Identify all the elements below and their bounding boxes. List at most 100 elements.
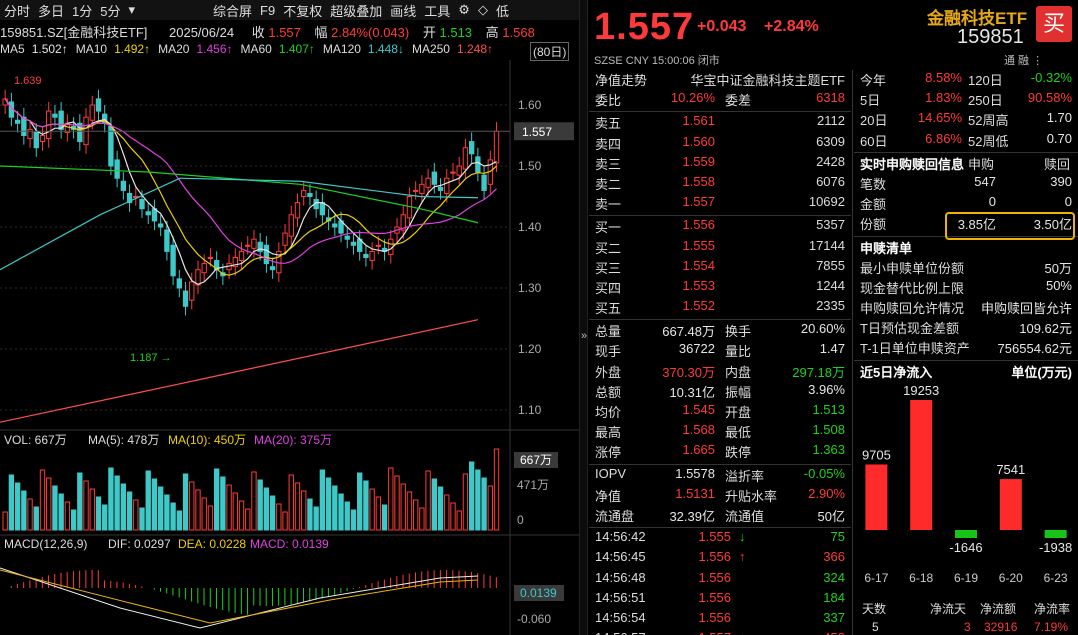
perf-value: -0.32% [1030,70,1072,85]
tick-time: 14:56:57 [595,630,646,635]
tick-arrow-icon: ↑ [739,630,746,635]
tick-volume: 324 [823,569,845,585]
ma-label: MA5 [0,42,25,56]
value: 32.39亿 [669,508,715,524]
perf-label: 60日 [860,133,888,149]
flow-rate-value: 7.19% [1034,620,1069,634]
redeem-col-header: 赎回 [1043,156,1070,172]
draw-line-button[interactable]: 画线 [390,3,417,19]
label: IOPV [595,465,627,481]
ask-volume: 2428 [816,153,845,169]
ma-value: 1.492↑ [114,42,151,56]
tick-price: 1.556 [698,609,731,625]
sg-label: 份额 [860,217,887,233]
volume-axis-tick: 0 [517,513,524,527]
value: 1.568 [682,422,715,438]
list-value: 756554.62元 [997,341,1072,357]
open-label: 开 [422,25,436,40]
macd-axis-tick: -0.060 [517,612,551,626]
tick-arrow-icon: ↓ [739,529,746,545]
header-icons[interactable]: 通 融 ⋮ [1004,55,1044,67]
ma-legend: MA5 1.502↑ MA10 1.492↑ MA20 1.456↑ MA60 1.407↑ M… [0,42,580,61]
iopv-row: IOPV 1.5578 溢折率 -0.05% [589,466,851,486]
period-low-marker: 1.187 → [130,352,172,364]
period-selector[interactable]: (80日) [530,42,570,61]
inflow-value-label: 19253 [903,383,939,398]
perf-value: 90.58% [1027,90,1072,106]
label: 升贴水率 [725,488,778,504]
super-overlay-button[interactable]: 超级叠加 [330,3,383,19]
value: 1.5131 [675,485,715,501]
tab-5min[interactable]: 5分 [100,3,121,19]
list-title-row: 申赎清单 [854,238,1078,258]
tick-price: 1.556 [698,589,731,605]
list-value: 申购赎回皆允许 [980,301,1072,317]
list-row: 现金替代比例上限 50% [854,278,1078,298]
list-label: 申购赎回允许情况 [860,301,965,317]
bid-price: 1.554 [682,257,715,273]
stat-row: 涨停 1.665 跌停 1.363 [589,442,851,462]
inflow-value-label: 9705 [862,447,891,462]
label: 开盘 [725,405,752,420]
ma-label: MA120 [322,42,361,56]
settings-icon[interactable]: ⚙ [458,2,470,17]
price-axis-tick: 1.60 [518,98,542,112]
macd-header-header_macd: MACD: 0.0139 [250,537,329,551]
ask-row: 卖五 1.561 2112 [589,113,851,133]
value: 1.47 [819,341,845,357]
flow-title-row: 近5日净流入 单位(万元) [854,362,1078,382]
candlesticks[interactable] [2,89,500,316]
list-value: 50万 [1044,260,1072,276]
perf-value: 0.70 [1046,130,1072,146]
subscribe-col-header: 申购 [968,156,995,172]
ask-price: 1.560 [682,133,715,149]
perf-label: 今年 [860,73,887,88]
volume-header-header_ma20: MA(20): 375万 [254,433,332,447]
ma-label: MA60 [240,42,272,56]
price-axis-tick: 1.50 [518,159,542,173]
ma250-line [0,319,479,423]
value: 1.513 [812,402,845,417]
stock-code-name: 159851.SZ[金融科技ETF] [0,25,148,40]
list-row: T-1日单位申赎资产 756554.62元 [854,338,1078,358]
flow-table-head: 天数 净流天 净流额 净流率 [854,600,1078,620]
current-price-tag: 1.557 [522,125,552,139]
low-button[interactable]: 低 [495,3,509,19]
value: 50亿 [817,508,845,524]
collapse-arrow-icon[interactable]: » [581,330,588,342]
tab-intraday[interactable]: 分时 [4,3,31,19]
close-value: 1.557 [268,25,301,40]
period-dropdown-icon[interactable]: ▾ [128,2,136,17]
nav-row[interactable]: 净值走势 华宝中证金融科技主题ETF [589,70,851,90]
inflow-category-label: 6-17 [864,571,888,585]
bid-row: 买一 1.556 5357 [589,217,851,237]
tab-1min[interactable]: 1分 [72,3,93,19]
price-axis-tick: 1.30 [518,281,542,295]
flow-table-row: 5 3 32916 7.19% [854,620,1078,635]
subscription-header: 实时申购赎回信息 申购 赎回 [854,154,1078,174]
tick-row: 14:56:48 1.556 324 [589,570,851,590]
order-book: 净值走势 华宝中证金融科技主题ETF 委比 10.26% 委差 6318 卖五 1… [589,70,851,635]
ma-value: 1.248↑ [456,42,494,56]
panel-divider[interactable]: » [579,0,588,635]
tab-multi-day[interactable]: 多日 [38,3,65,19]
buy-button[interactable]: 买 [1036,6,1072,42]
kline-chart-area[interactable]: 1.60 1.50 1.40 1.30 1.20 1.10 1.557 1.639 1.187 … [0,60,579,635]
etf-code: 159851 [957,26,1024,48]
no-adjust-button[interactable]: 不复权 [283,3,323,19]
f9-button[interactable]: F9 [260,2,276,18]
flow-amount-value: 32916 [984,620,1018,634]
diamond-icon[interactable]: ◇ [477,2,488,17]
composite-screen-button[interactable]: 综合屏 [213,3,253,19]
label: 涨停 [595,445,622,461]
flow-head-netdays: 净流天 [930,601,967,616]
tick-row: 14:56:57 1.557 ↑ 458 [589,630,851,635]
tick-price: 1.556 [698,549,731,565]
sg-label: 笔数 [860,176,887,192]
iopv-row: 流通盘 32.39亿 流通值 50亿 [589,506,851,526]
tools-button[interactable]: 工具 [424,3,451,19]
label: 最高 [595,425,622,441]
bid-row: 买三 1.554 7855 [589,258,851,278]
perf-label: 5日 [860,93,881,109]
value: 1.508 [812,422,845,438]
